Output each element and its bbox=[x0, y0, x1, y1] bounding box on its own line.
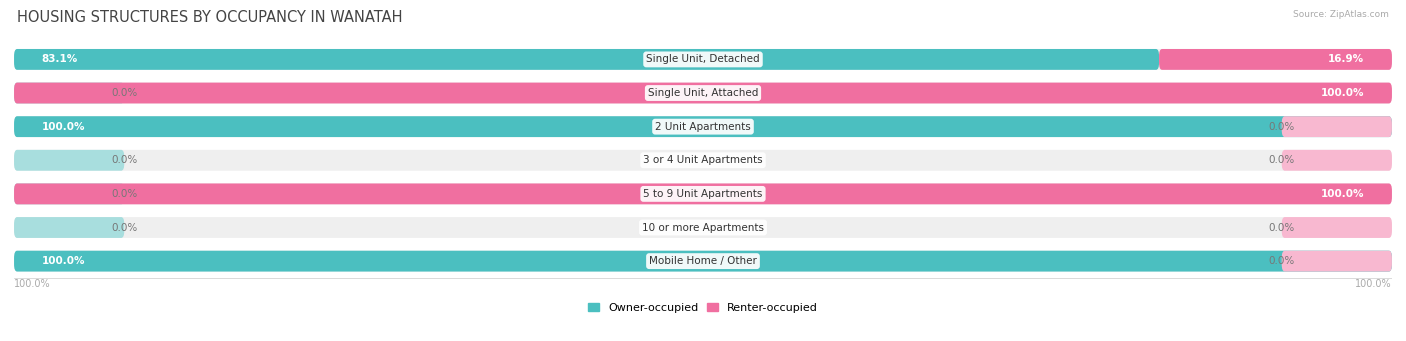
Text: 0.0%: 0.0% bbox=[112, 155, 138, 165]
Text: 3 or 4 Unit Apartments: 3 or 4 Unit Apartments bbox=[643, 155, 763, 165]
Text: 0.0%: 0.0% bbox=[1268, 223, 1294, 233]
FancyBboxPatch shape bbox=[14, 150, 124, 171]
FancyBboxPatch shape bbox=[14, 251, 1392, 271]
FancyBboxPatch shape bbox=[14, 83, 1392, 103]
FancyBboxPatch shape bbox=[14, 116, 1392, 137]
Text: 100.0%: 100.0% bbox=[1355, 279, 1392, 288]
Text: 0.0%: 0.0% bbox=[112, 189, 138, 199]
FancyBboxPatch shape bbox=[14, 150, 1392, 171]
FancyBboxPatch shape bbox=[14, 217, 1392, 238]
FancyBboxPatch shape bbox=[1282, 150, 1392, 171]
FancyBboxPatch shape bbox=[14, 116, 1392, 137]
Text: HOUSING STRUCTURES BY OCCUPANCY IN WANATAH: HOUSING STRUCTURES BY OCCUPANCY IN WANAT… bbox=[17, 10, 402, 25]
FancyBboxPatch shape bbox=[1282, 251, 1392, 271]
Text: 0.0%: 0.0% bbox=[112, 223, 138, 233]
FancyBboxPatch shape bbox=[14, 183, 1392, 204]
Text: Single Unit, Attached: Single Unit, Attached bbox=[648, 88, 758, 98]
Text: 5 to 9 Unit Apartments: 5 to 9 Unit Apartments bbox=[644, 189, 762, 199]
FancyBboxPatch shape bbox=[14, 251, 1392, 271]
Legend: Owner-occupied, Renter-occupied: Owner-occupied, Renter-occupied bbox=[583, 298, 823, 317]
Text: 0.0%: 0.0% bbox=[112, 88, 138, 98]
Text: 100.0%: 100.0% bbox=[14, 279, 51, 288]
Text: 0.0%: 0.0% bbox=[1268, 155, 1294, 165]
Text: Source: ZipAtlas.com: Source: ZipAtlas.com bbox=[1294, 10, 1389, 19]
Text: 2 Unit Apartments: 2 Unit Apartments bbox=[655, 122, 751, 132]
Text: 0.0%: 0.0% bbox=[1268, 122, 1294, 132]
Text: Single Unit, Detached: Single Unit, Detached bbox=[647, 55, 759, 64]
Text: 100.0%: 100.0% bbox=[42, 256, 86, 266]
Text: 83.1%: 83.1% bbox=[42, 55, 77, 64]
FancyBboxPatch shape bbox=[14, 83, 1392, 103]
FancyBboxPatch shape bbox=[14, 183, 124, 204]
Text: 16.9%: 16.9% bbox=[1329, 55, 1364, 64]
FancyBboxPatch shape bbox=[14, 217, 124, 238]
FancyBboxPatch shape bbox=[14, 49, 1392, 70]
FancyBboxPatch shape bbox=[1159, 49, 1392, 70]
Text: 100.0%: 100.0% bbox=[1320, 88, 1364, 98]
FancyBboxPatch shape bbox=[14, 183, 1392, 204]
Text: 0.0%: 0.0% bbox=[1268, 256, 1294, 266]
Text: 100.0%: 100.0% bbox=[42, 122, 86, 132]
Text: Mobile Home / Other: Mobile Home / Other bbox=[650, 256, 756, 266]
Text: 100.0%: 100.0% bbox=[1320, 189, 1364, 199]
FancyBboxPatch shape bbox=[14, 83, 124, 103]
FancyBboxPatch shape bbox=[1282, 217, 1392, 238]
FancyBboxPatch shape bbox=[14, 49, 1159, 70]
Text: 10 or more Apartments: 10 or more Apartments bbox=[643, 223, 763, 233]
FancyBboxPatch shape bbox=[1282, 116, 1392, 137]
